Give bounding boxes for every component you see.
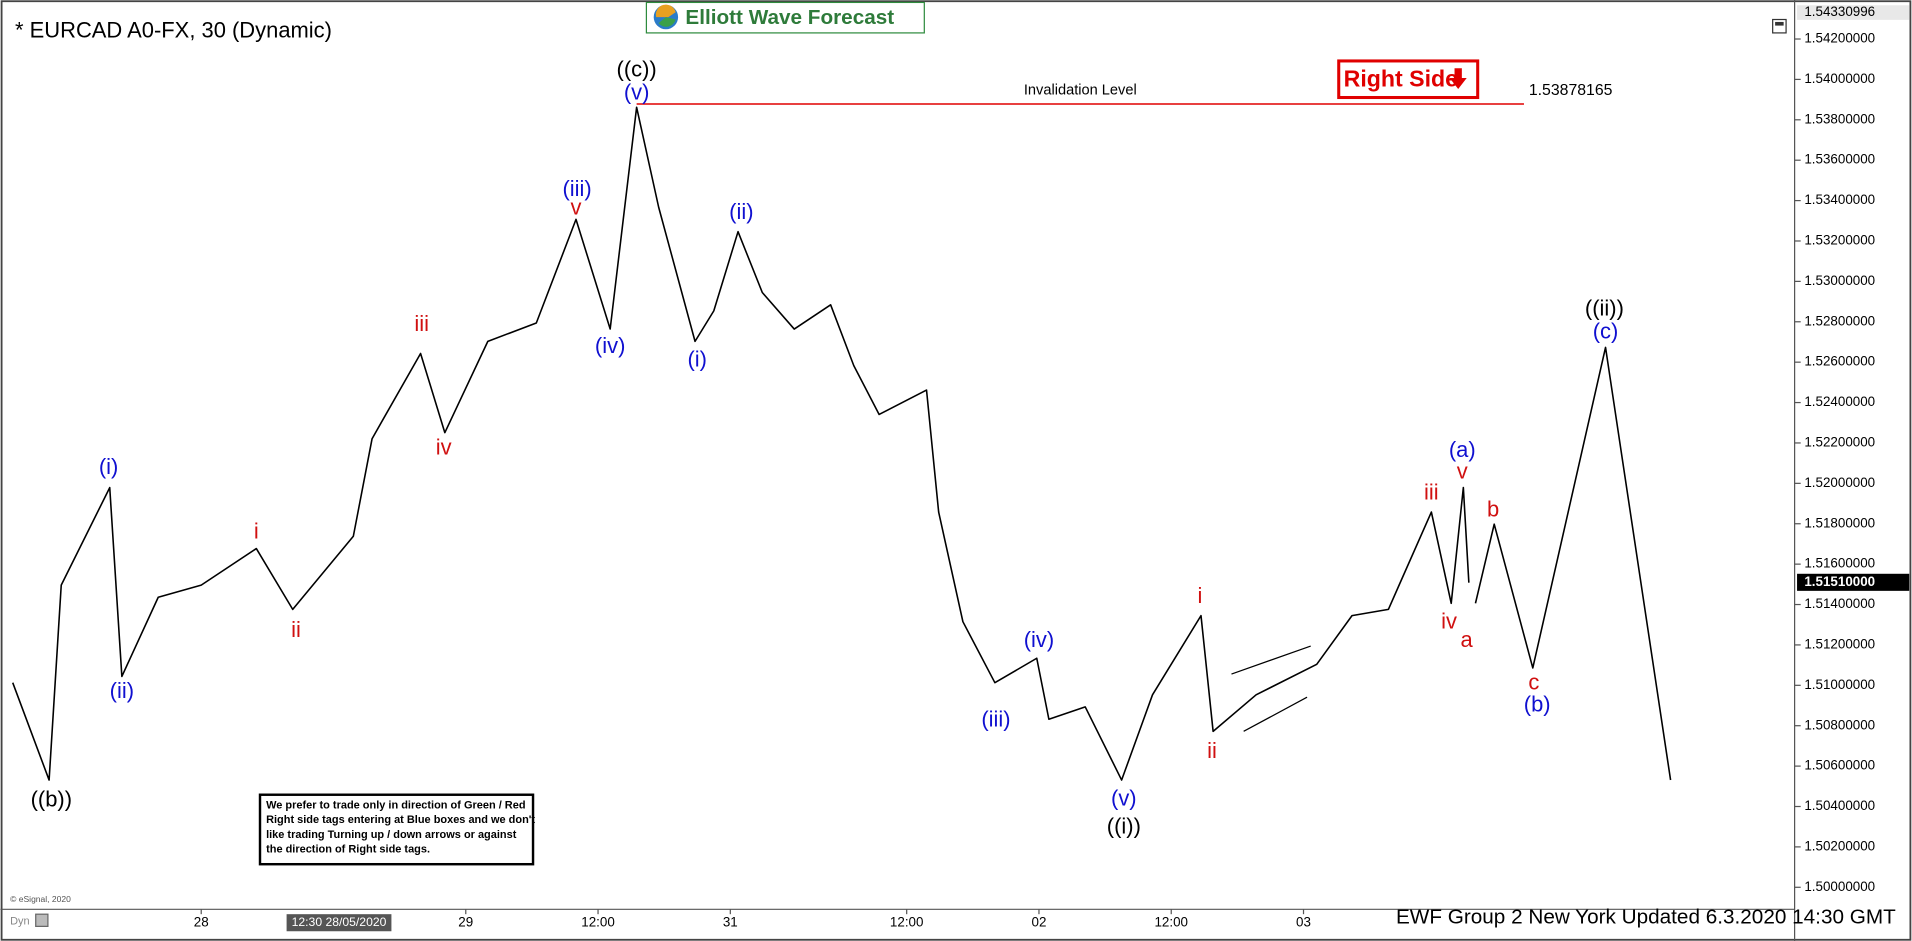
note-line: Right side tags entering at Blue boxes a… <box>266 814 535 826</box>
wave-label: ((c)) <box>617 57 657 82</box>
y-tick-label: 1.52200000 <box>1804 435 1875 450</box>
y-tick-label: 1.53000000 <box>1804 273 1875 288</box>
x-tick-label: 12:00 <box>1154 914 1188 929</box>
y-tick-label: 1.51600000 <box>1804 556 1875 571</box>
wave-label: (iii) <box>981 706 1010 731</box>
y-tick-label: 1.51800000 <box>1804 515 1875 530</box>
price-line <box>11 106 1470 781</box>
wave-label: (c) <box>1593 318 1619 343</box>
wave-label: (b) <box>1524 692 1551 717</box>
wave-label: a <box>1461 627 1474 652</box>
y-tick-label: 1.52400000 <box>1804 394 1875 409</box>
brand-logo: Elliott Wave Forecast <box>645 1 925 34</box>
x-tick-label: 12:00 <box>581 914 615 929</box>
tag-arrow <box>1449 68 1467 89</box>
wave-label: ((b)) <box>31 787 72 812</box>
y-tick-label: 1.50000000 <box>1804 879 1875 894</box>
note-box: We prefer to trade only in direction of … <box>258 793 535 866</box>
note-line: like trading Turning up / down arrows or… <box>266 829 517 841</box>
wave-label: ii <box>1207 738 1217 763</box>
wave-label: i <box>254 518 259 543</box>
window-icon-bar <box>1775 21 1784 26</box>
mode-icon <box>35 913 49 927</box>
y-tick-label: 1.53400000 <box>1804 192 1875 207</box>
updated-note: EWF Group 2 New York Updated 6.3.2020 14… <box>1396 905 1896 928</box>
wave-label: c <box>1528 670 1539 695</box>
y-tick-label: 1.50600000 <box>1804 758 1875 773</box>
wave-label: i <box>1197 583 1202 608</box>
wave-label: iv <box>1441 609 1457 634</box>
x-tick-label: 28 <box>194 914 209 929</box>
window-icon <box>1772 18 1787 34</box>
last-price-label: 1.51510000 <box>1804 574 1875 589</box>
tag-text: Right Side <box>1344 66 1459 92</box>
wave-label: iv <box>436 434 452 459</box>
y-tick-label: 1.54000000 <box>1804 71 1875 86</box>
y-tick-label: 1.50400000 <box>1804 798 1875 813</box>
y-tick-label: 1.52800000 <box>1804 313 1875 328</box>
wave-label: ii <box>291 617 301 642</box>
wave-label: (ii) <box>729 199 753 224</box>
y-tick-label: 1.50200000 <box>1804 838 1875 853</box>
logo-swirl <box>655 4 676 18</box>
wave-label: (v) <box>624 80 650 105</box>
invalidation-label: Invalidation Level <box>1024 82 1137 98</box>
wave-label: iii <box>1424 479 1439 504</box>
brand-name: Elliott Wave Forecast <box>685 6 894 29</box>
y-tick-label: 1.53800000 <box>1804 111 1875 126</box>
x-tick-label: 03 <box>1296 914 1311 929</box>
y-tick-label: 1.53600000 <box>1804 152 1875 167</box>
wave-label: (iv) <box>595 333 625 358</box>
wave-label: (a) <box>1449 437 1476 462</box>
wave-label: ((ii)) <box>1585 295 1624 320</box>
note-frame <box>258 793 535 866</box>
note-line: We prefer to trade only in direction of … <box>266 800 525 812</box>
x-tick-label: 12:00 <box>890 914 924 929</box>
wave-label: v <box>571 194 582 219</box>
wave-label: iii <box>414 311 429 336</box>
top-price-box <box>1797 5 1910 20</box>
x-tick-label: 29 <box>458 914 473 929</box>
wave-label: b <box>1487 497 1499 522</box>
y-tick-label: 1.50800000 <box>1804 717 1875 732</box>
x-tick-label: 31 <box>723 914 738 929</box>
y-tick-label: 1.51200000 <box>1804 636 1875 651</box>
right-side-tag: Right Side <box>1337 59 1480 100</box>
symbol-title: * EURCAD A0-FX, 30 (Dynamic) <box>15 17 332 42</box>
wave-label: (i) <box>688 347 708 372</box>
triangle-upper <box>1231 645 1311 675</box>
y-tick-label: 1.52000000 <box>1804 475 1875 490</box>
wave-label: ((i)) <box>1107 814 1141 839</box>
logo-box <box>645 1 925 34</box>
last-price-box <box>1797 573 1910 591</box>
cursor-label: 12:30 28/05/2020 <box>292 915 387 929</box>
cursor-box <box>286 914 392 932</box>
wave-label: (iv) <box>1024 627 1054 652</box>
wave-label: (v) <box>1111 785 1137 810</box>
logo-swirl <box>658 17 676 27</box>
y-tick-label: 1.51400000 <box>1804 596 1875 611</box>
wave-label: (iii) <box>562 176 591 201</box>
price-line <box>1474 346 1672 781</box>
wave-label: (i) <box>99 454 119 479</box>
credit: © eSignal, 2020 <box>10 894 71 904</box>
wave-label: v <box>1457 459 1468 484</box>
y-tick-label: 1.53200000 <box>1804 233 1875 248</box>
y-tick-label: 1.51000000 <box>1804 677 1875 692</box>
top-price-label: 1.54330996 <box>1804 4 1875 19</box>
invalidation-value: 1.53878165 <box>1529 82 1613 99</box>
y-tick-label: 1.52600000 <box>1804 354 1875 369</box>
y-tick-label: 1.54200000 <box>1804 31 1875 46</box>
triangle-lower <box>1243 696 1308 732</box>
note-line: the direction of Right side tags. <box>266 843 430 855</box>
mode-label: Dyn <box>10 915 30 927</box>
x-tick-label: 02 <box>1032 914 1047 929</box>
wave-label: (ii) <box>110 678 134 703</box>
